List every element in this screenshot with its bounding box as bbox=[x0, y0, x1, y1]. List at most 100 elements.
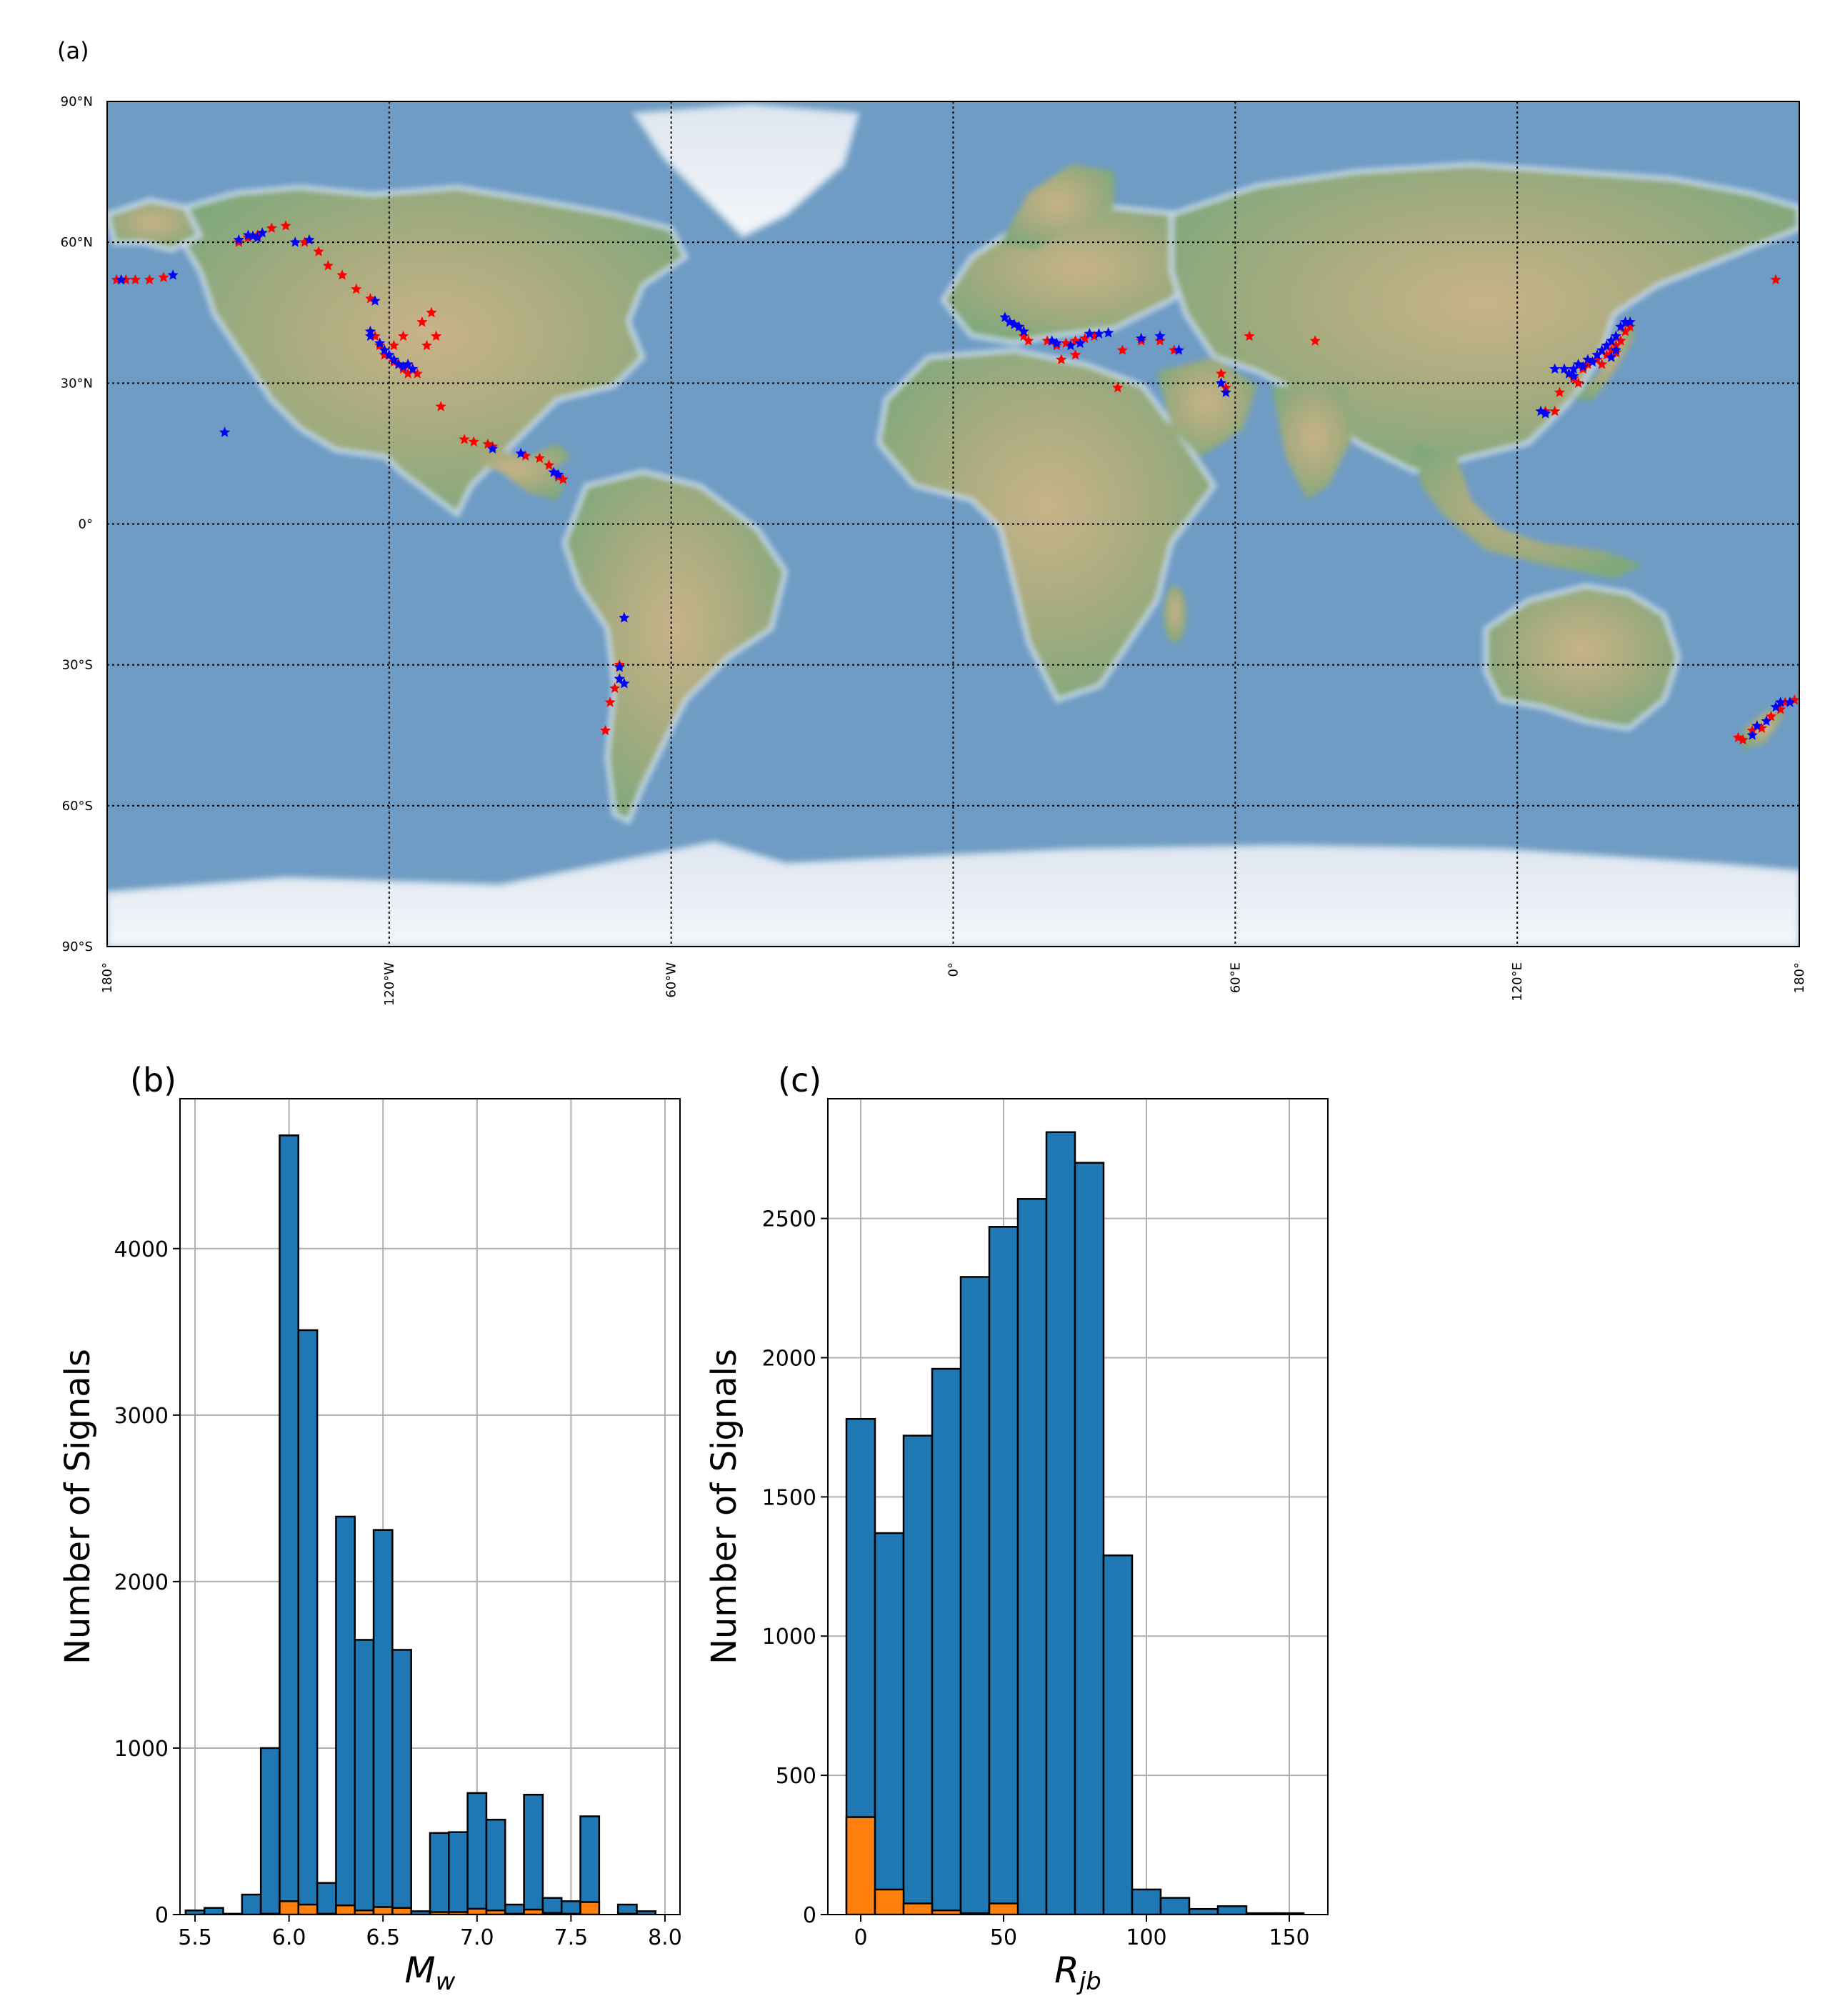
event-marker-red bbox=[144, 274, 155, 285]
event-marker-blue bbox=[1154, 330, 1166, 341]
bar-all bbox=[203, 1907, 224, 1915]
event-marker-red bbox=[1770, 274, 1781, 285]
bar-subset bbox=[845, 1816, 876, 1915]
bar-subset bbox=[297, 1903, 319, 1915]
x-tick-label: 8.0 bbox=[648, 1925, 682, 1950]
event-marker-blue bbox=[1606, 351, 1617, 362]
bar-all bbox=[391, 1649, 412, 1915]
panel-c-xlabel: Rjb bbox=[1054, 1950, 1101, 1996]
event-marker-blue bbox=[1615, 321, 1626, 331]
map-lon-tick-label: 60°W bbox=[664, 962, 679, 998]
event-marker-blue bbox=[388, 354, 399, 364]
panel-c-bars bbox=[845, 1131, 1305, 1915]
event-marker-red bbox=[534, 452, 545, 463]
y-tick-label: 2000 bbox=[114, 1570, 169, 1595]
event-marker-red bbox=[1615, 335, 1626, 346]
event-marker-blue bbox=[1549, 363, 1561, 374]
event-marker-red bbox=[1549, 405, 1561, 416]
event-marker-red bbox=[1018, 330, 1029, 341]
y-tick-label: 3000 bbox=[114, 1404, 169, 1429]
event-marker-red bbox=[557, 474, 569, 484]
event-marker-blue bbox=[1093, 328, 1105, 339]
map-lat-tick-label: 90°N bbox=[61, 94, 93, 109]
event-marker-blue bbox=[1568, 363, 1579, 374]
x-tick-label: 6.5 bbox=[366, 1925, 400, 1950]
event-marker-blue bbox=[1591, 349, 1603, 360]
bar-subset bbox=[391, 1907, 412, 1915]
event-marker-blue bbox=[233, 234, 244, 245]
event-marker-red bbox=[459, 434, 470, 444]
panel-label-c: (c) bbox=[778, 1061, 821, 1099]
x-tick-label: 5.5 bbox=[178, 1925, 212, 1950]
bar-all bbox=[1102, 1554, 1134, 1915]
map-lat-tick-label: 90°S bbox=[62, 939, 93, 954]
event-marker-blue bbox=[1751, 720, 1763, 731]
event-marker-red bbox=[1619, 326, 1631, 336]
event-marker-red bbox=[398, 330, 409, 341]
bar-all bbox=[354, 1639, 375, 1915]
event-marker-red bbox=[599, 724, 611, 736]
event-marker-blue bbox=[1220, 386, 1231, 397]
event-marker-red bbox=[468, 436, 479, 446]
bar-subset bbox=[579, 1901, 601, 1915]
event-marker-blue bbox=[369, 295, 381, 306]
x-tick-label: 50 bbox=[990, 1925, 1017, 1950]
event-marker-red bbox=[520, 450, 531, 461]
bar-subset bbox=[279, 1900, 300, 1915]
event-marker-blue bbox=[619, 612, 630, 623]
event-marker-blue bbox=[1136, 332, 1147, 344]
event-marker-red bbox=[388, 339, 399, 351]
event-marker-red bbox=[426, 306, 437, 318]
event-marker-blue bbox=[402, 359, 414, 369]
landmasses bbox=[107, 103, 1799, 947]
bar-all bbox=[931, 1367, 962, 1915]
event-marker-blue bbox=[1761, 715, 1772, 726]
event-marker-red bbox=[280, 220, 291, 231]
bar-all bbox=[902, 1434, 934, 1915]
y-tick-label: 0 bbox=[803, 1903, 816, 1928]
event-marker-blue bbox=[1596, 344, 1608, 355]
land-north-america bbox=[176, 184, 689, 518]
bar-all bbox=[874, 1532, 905, 1915]
event-marker-blue bbox=[1586, 356, 1599, 367]
event-marker-red bbox=[351, 283, 362, 294]
map-lon-tick-label: 60°E bbox=[1228, 962, 1243, 993]
bar-all bbox=[466, 1792, 488, 1915]
bar-all bbox=[279, 1134, 300, 1915]
bar-subset bbox=[523, 1908, 544, 1915]
event-markers bbox=[111, 220, 1799, 745]
event-marker-red bbox=[1309, 335, 1321, 346]
event-marker-red bbox=[1737, 734, 1749, 745]
x-tick-label: 0 bbox=[854, 1925, 867, 1950]
land-greenland bbox=[631, 103, 860, 239]
event-marker-blue bbox=[1065, 339, 1076, 351]
panel-a-map: (a) bbox=[57, 37, 1807, 1006]
event-marker-red bbox=[1116, 344, 1128, 355]
land-antarctica bbox=[107, 840, 1799, 947]
map-lon-tick-label: 180° bbox=[1792, 962, 1807, 993]
land-africa bbox=[876, 347, 1217, 703]
event-marker-blue bbox=[1216, 377, 1227, 388]
event-marker-blue bbox=[1084, 328, 1095, 339]
event-marker-blue bbox=[116, 274, 127, 285]
event-marker-red bbox=[421, 339, 433, 351]
event-marker-red bbox=[604, 697, 616, 707]
y-tick-label: 4000 bbox=[114, 1237, 169, 1262]
land-south-america bbox=[561, 469, 789, 825]
panel-b-frame bbox=[179, 1098, 681, 1915]
event-marker-blue bbox=[1568, 370, 1579, 381]
panel-b-gridlines bbox=[180, 1099, 680, 1915]
event-marker-red bbox=[1756, 722, 1767, 733]
bar-all bbox=[372, 1529, 394, 1915]
event-marker-red bbox=[1765, 711, 1777, 722]
bar-all bbox=[429, 1832, 450, 1915]
bar-all bbox=[1216, 1905, 1248, 1915]
event-marker-blue bbox=[1610, 344, 1621, 355]
event-marker-blue bbox=[167, 269, 179, 280]
event-marker-blue bbox=[219, 426, 231, 437]
event-marker-red bbox=[1089, 330, 1100, 341]
event-marker-blue bbox=[487, 443, 499, 454]
event-marker-red bbox=[1154, 335, 1166, 346]
